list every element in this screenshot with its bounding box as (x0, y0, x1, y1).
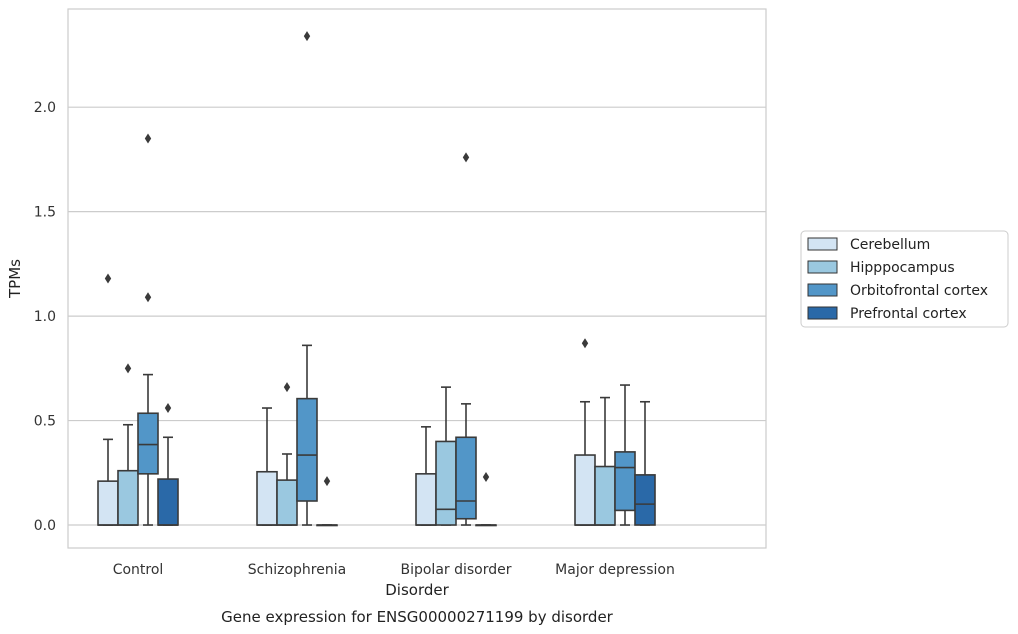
box-body (97, 480, 119, 526)
chart-caption: Gene expression for ENSG00000271199 by d… (221, 608, 614, 626)
y-axis-ticks: 0.0 0.5 1.0 1.5 2.0 (34, 100, 56, 534)
box-body (256, 470, 278, 526)
box-body (594, 465, 616, 526)
legend-label: Hipppocampus (850, 260, 955, 276)
box-orbitofrontal-cortex (614, 384, 636, 526)
x-tick-label: Bipolar disorder (400, 562, 511, 578)
box-cerebellum (574, 338, 596, 526)
x-axis-ticks: Control Schizophrenia Bipolar disorder Majo… (113, 562, 675, 578)
legend-swatch (807, 306, 838, 320)
box-cerebellum (415, 426, 437, 526)
outlier-point (144, 292, 152, 303)
outlier-point (144, 133, 152, 144)
legend-frame (800, 230, 1009, 328)
box-body (574, 454, 596, 526)
legend-swatch (807, 283, 838, 297)
outlier-point (303, 31, 311, 42)
legend-label: Cerebellum (850, 237, 930, 253)
box-prefrontal-cortex (634, 400, 656, 526)
box-orbitofrontal-cortex (455, 152, 477, 526)
legend-swatch (807, 237, 838, 251)
outlier-point (462, 152, 470, 163)
box-prefrontal-cortex (316, 476, 338, 527)
box-hipppocampus (594, 396, 616, 526)
y-tick-label: 2.0 (34, 100, 56, 116)
x-tick-label: Control (113, 562, 164, 578)
box-body (455, 436, 477, 520)
box-body (415, 473, 437, 526)
box-prefrontal-cortex (157, 403, 179, 526)
box-body (276, 479, 298, 526)
box-body (435, 440, 457, 526)
box-body (296, 397, 318, 502)
outlier-point (581, 338, 589, 349)
plot-area-frame (67, 8, 767, 549)
box-layer (97, 31, 656, 527)
box-cerebellum (97, 273, 119, 526)
x-tick-label: Major depression (555, 562, 675, 578)
box-orbitofrontal-cortex (296, 31, 318, 526)
x-tick-label: Schizophrenia (248, 562, 346, 578)
y-tick-label: 1.5 (34, 205, 56, 221)
legend-swatch (807, 260, 838, 274)
x-axis-label: Disorder (385, 581, 449, 599)
outlier-point (124, 363, 132, 374)
box-hipppocampus (117, 363, 139, 526)
outlier-point (323, 476, 331, 487)
box-body (634, 474, 656, 526)
box-body (137, 412, 159, 475)
y-tick-label: 1.0 (34, 309, 56, 325)
box-hipppocampus (276, 382, 298, 526)
box-cerebellum (256, 407, 278, 526)
outlier-point (104, 273, 112, 284)
grid-lines (68, 106, 766, 526)
box-body (614, 451, 636, 512)
y-axis-label: TPMs (6, 259, 24, 299)
outlier-point (482, 471, 490, 482)
box-body (157, 478, 179, 526)
box-hipppocampus (435, 386, 457, 526)
outlier-point (164, 403, 172, 414)
legend: Cerebellum Hipppocampus Orbitofrontal cort… (800, 230, 1009, 328)
outlier-point (283, 382, 291, 393)
legend-label: Orbitofrontal cortex (850, 283, 988, 299)
legend-label: Prefrontal cortex (850, 306, 967, 322)
box-body (117, 469, 139, 526)
y-tick-label: 0.5 (34, 414, 56, 430)
y-tick-label: 0.0 (34, 518, 56, 534)
box-prefrontal-cortex (475, 471, 497, 527)
box-orbitofrontal-cortex (137, 133, 159, 526)
